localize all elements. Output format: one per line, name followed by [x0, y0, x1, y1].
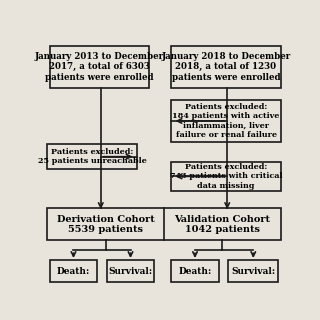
Text: Derivation Cohort
5539 patients: Derivation Cohort 5539 patients	[57, 215, 155, 234]
Text: Death:: Death:	[178, 267, 212, 276]
FancyBboxPatch shape	[107, 260, 154, 282]
Text: January 2018 to December
2018, a total of 1230
patients were enrolled: January 2018 to December 2018, a total o…	[161, 52, 291, 82]
FancyBboxPatch shape	[50, 260, 97, 282]
FancyBboxPatch shape	[172, 162, 281, 191]
Text: Patients excluded:
743 patients with critical
data missing: Patients excluded: 743 patients with cri…	[170, 163, 282, 189]
FancyBboxPatch shape	[172, 46, 281, 88]
FancyBboxPatch shape	[172, 260, 219, 282]
Text: Death:: Death:	[57, 267, 90, 276]
Text: January 2013 to December
2017, a total of 6303
patients were enrolled: January 2013 to December 2017, a total o…	[35, 52, 164, 82]
FancyBboxPatch shape	[47, 208, 281, 240]
Text: Survival:: Survival:	[231, 267, 276, 276]
FancyBboxPatch shape	[50, 46, 149, 88]
Text: Patients excluded:
25 patients unreachable: Patients excluded: 25 patients unreachab…	[38, 148, 147, 165]
Text: Survival:: Survival:	[108, 267, 153, 276]
Text: Validation Cohort
1042 patients: Validation Cohort 1042 patients	[174, 215, 270, 234]
FancyBboxPatch shape	[228, 260, 278, 282]
Text: Patients excluded:
184 patients with active
inflammation, liver
failure or renal: Patients excluded: 184 patients with act…	[172, 103, 280, 139]
FancyBboxPatch shape	[172, 100, 281, 142]
FancyBboxPatch shape	[47, 144, 137, 169]
